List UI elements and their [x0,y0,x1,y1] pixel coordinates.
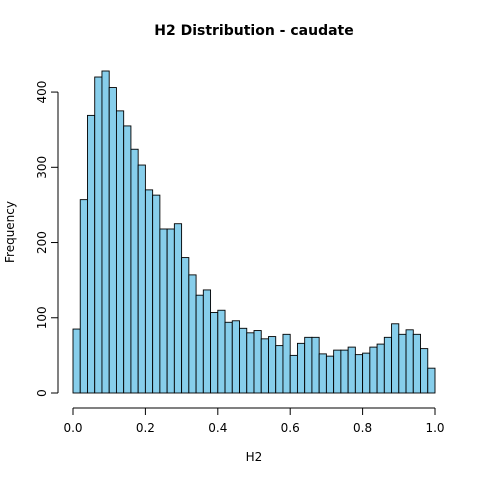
histogram-bar [173,223,183,394]
histogram-bar [210,312,219,394]
x-tick-label: 0.6 [281,421,300,435]
histogram-bar [130,148,139,394]
y-tick-label: 300 [35,156,49,179]
histogram-bar [144,189,154,394]
x-axis: 0.0 0.2 0.4 0.6 0.8 1.0 [63,407,445,435]
histogram-bar [311,336,320,394]
chart-title: H2 Distribution - caudate [154,23,353,39]
x-tick-label: 0.0 [63,421,82,435]
histogram-bar [79,199,88,394]
histogram-bar [325,355,335,394]
y-axis-label: Frequency [3,201,17,263]
histogram-bar [304,336,313,394]
histogram-bar [275,345,284,394]
histogram-bar [405,329,414,394]
histogram-bar [420,348,429,394]
histogram-bar [296,342,306,394]
histogram-bar [354,354,364,394]
x-axis-label: H2 [246,450,263,464]
histogram-bar [412,333,421,394]
histogram-bar [340,349,349,394]
histogram-bar [347,346,356,394]
histogram-bar [181,257,190,394]
x-tick-label: 1.0 [425,421,444,435]
histogram-bar [282,333,291,394]
y-tick-label: 200 [35,231,49,254]
x-tick-label: 0.4 [208,421,227,435]
y-tick-label: 400 [35,81,49,104]
histogram-bar [260,338,269,394]
bars-group [72,70,436,394]
histogram-bar [159,228,168,394]
histogram-bar [202,289,212,394]
histogram-bar [231,320,240,394]
y-axis: 0 100 200 300 400 [35,81,59,397]
histogram-bar [369,346,378,394]
histogram-bar [188,274,197,394]
histogram-bar [253,330,262,394]
y-tick-label: 0 [35,389,49,397]
histogram-bar [239,327,248,394]
histogram-bar [115,110,125,394]
histogram-bar [427,367,436,394]
histogram-bar [152,194,161,394]
histogram-bar [383,336,393,394]
histogram-bar [166,228,175,394]
histogram-bar [94,76,103,394]
x-tick-label: 0.8 [353,421,372,435]
histogram-bar [101,70,110,394]
histogram-bar [137,164,146,394]
histogram-bar [108,87,117,394]
histogram-bar [246,332,255,394]
histogram-bar [398,333,407,394]
histogram-bar [391,323,400,394]
histogram-bar [224,321,233,394]
histogram-bar [268,336,277,394]
histogram-bar [195,294,204,394]
histogram-bar [318,353,327,394]
histogram-bar [362,352,371,394]
histogram-bar [217,309,226,394]
histogram-bar [376,343,385,394]
histogram-bar [87,114,96,394]
y-tick-label: 100 [35,306,49,329]
histogram-bar [72,328,81,394]
x-tick-label: 0.2 [136,421,155,435]
histogram-bar [289,354,298,394]
histogram-bar [123,125,132,394]
histogram-bar [333,349,342,394]
